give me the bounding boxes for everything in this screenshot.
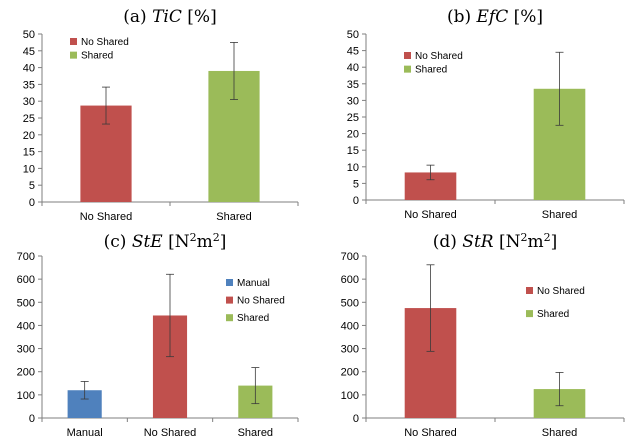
y-tick-label: 10 [347,162,359,174]
title-variable: StR [462,232,493,252]
title-unit-sup: 2 [521,231,528,244]
legend-label: Shared [81,51,113,62]
y-tick-label: 30 [23,96,35,108]
y-tick-label: 25 [23,113,35,125]
y-tick-label: 20 [23,130,35,142]
title-unit: [N [494,232,521,252]
x-category-label: Shared [542,209,577,221]
panel-efc: (b) EfC [%] 0 5 10 15 20 25 30 35 40 45 50 No Shared… [347,7,625,221]
y-tick-label: 20 [347,129,359,141]
y-tick-label: 700 [341,251,359,263]
legend-swatch [226,314,233,322]
x-category-label: No Shared [144,427,197,439]
y-tick-label: 5 [29,180,35,192]
legend-label: Shared [237,313,269,324]
y-tick-label: 500 [341,297,359,309]
y-tick-label: 25 [347,112,359,124]
title-prefix: (d) [433,232,463,252]
chart-title: (a) TiC [%] [123,7,216,27]
title-unit: ] [220,232,227,252]
legend-label: Shared [537,309,569,320]
x-category-label: Shared [238,427,273,439]
x-category-label: No Shared [80,211,133,223]
y-tick-label: 15 [347,145,359,157]
y-tick-label: 500 [17,297,35,309]
y-tick-label: 35 [347,79,359,91]
y-tick-label: 100 [17,390,35,402]
y-tick-label: 0 [29,413,35,425]
title-variable: StE [132,232,163,252]
y-tick-label: 600 [341,274,359,286]
x-category-label: Manual [67,427,103,439]
legend-swatch [70,51,77,59]
chart-title: (b) EfC [%] [447,7,543,27]
y-tick-label: 45 [347,46,359,58]
y-tick-label: 300 [17,344,35,356]
y-tick-label: 300 [341,344,359,356]
legend-label: Shared [415,65,447,76]
title-unit: m [528,232,544,252]
legend-swatch [526,310,533,318]
y-tick-label: 45 [23,46,35,58]
x-category-label: No Shared [404,209,457,221]
title-variable: TiC [152,7,182,27]
x-category-label: No Shared [404,427,457,439]
y-tick-label: 50 [23,29,35,41]
y-tick-label: 200 [17,367,35,379]
chart-title: (c) StE [N2m2] [104,231,227,252]
legend-label: No Shared [81,37,129,48]
legend-swatch [226,279,233,286]
y-tick-label: 200 [341,367,359,379]
y-tick-label: 0 [29,197,35,209]
title-unit: m [197,232,213,252]
panel-tic: (a) TiC [%] 0 5 10 15 20 25 30 35 40 45 50 No Shared… [23,7,299,223]
y-tick-label: 15 [23,147,35,159]
x-category-label: Shared [216,211,251,223]
x-category-label: Shared [542,427,577,439]
legend-label: No Shared [237,296,285,307]
legend-swatch [404,52,411,59]
title-unit-sup: 2 [213,231,220,244]
y-tick-label: 600 [17,274,35,286]
legend-label: No Shared [537,286,585,297]
y-tick-label: 35 [23,79,35,91]
y-tick-label: 5 [353,178,359,190]
title-unit-sup: 2 [544,231,551,244]
panel-ste: (c) StE [N2m2]0100200300400500600700Manu… [17,231,299,439]
title-unit: [%] [182,7,217,27]
title-unit-sup: 2 [190,231,197,244]
y-tick-label: 0 [353,413,359,425]
title-prefix: (a) [123,7,152,27]
title-prefix: (c) [104,232,132,252]
title-prefix: (b) [447,7,477,27]
y-tick-label: 40 [23,63,35,75]
title-unit: ] [551,232,558,252]
y-tick-label: 700 [17,251,35,263]
title-variable: EfC [476,7,509,27]
y-tick-label: 50 [347,29,359,41]
title-unit: [%] [508,7,543,27]
legend-label: Manual [237,278,270,289]
y-tick-label: 0 [353,195,359,207]
legend-label: No Shared [415,51,463,62]
y-tick-label: 400 [17,320,35,332]
y-tick-label: 30 [347,95,359,107]
legend-swatch [404,65,411,73]
chart-title: (d) StR [N2m2] [433,231,558,252]
legend-swatch [226,296,233,304]
y-tick-label: 400 [341,320,359,332]
legend-swatch [70,38,77,45]
y-tick-label: 10 [23,163,35,175]
y-tick-label: 100 [341,390,359,402]
y-tick-label: 40 [347,62,359,74]
legend-swatch [526,287,533,294]
title-unit: [N [163,232,190,252]
